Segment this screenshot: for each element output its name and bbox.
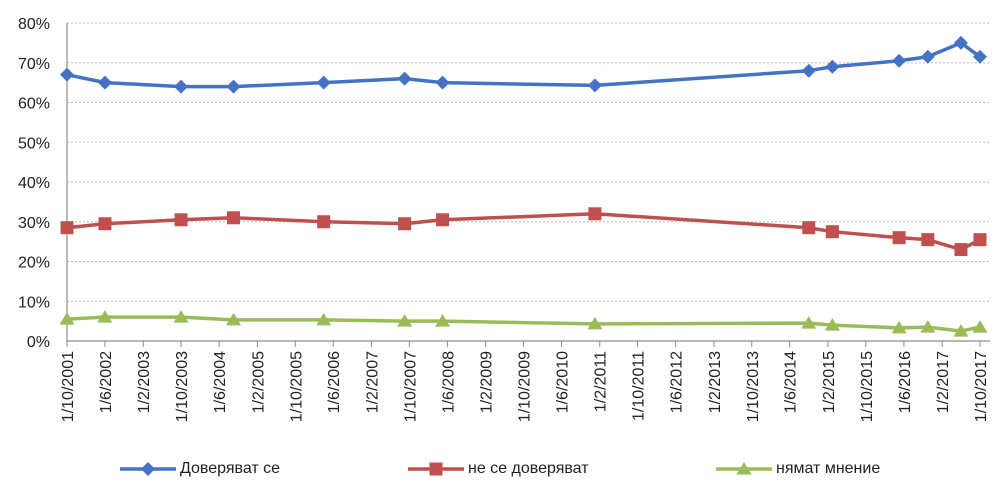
diamond-series-point xyxy=(435,75,450,90)
triangle-series-point xyxy=(173,310,189,323)
triangle-series-point xyxy=(397,314,413,327)
legend-swatch xyxy=(408,462,464,476)
square-series-point xyxy=(588,207,602,221)
diamond-series-point xyxy=(892,53,907,68)
legend-item: не се доверяват xyxy=(408,455,589,483)
legend-label: не се доверяват xyxy=(468,460,589,477)
x-tick-label: 1/2/2017 xyxy=(935,351,952,413)
x-tick-label: 1/10/2005 xyxy=(288,351,305,422)
square-series-point xyxy=(954,243,968,257)
diamond-series-point xyxy=(60,67,74,82)
triangle-series-point xyxy=(891,320,907,334)
legend: Доверяват се не се доверяват нямат мнение xyxy=(0,455,992,483)
legend-item: Доверяват се xyxy=(120,455,280,483)
triangle-series-point xyxy=(97,310,113,323)
square-series-point xyxy=(825,225,839,239)
x-tick-label: 1/6/2012 xyxy=(669,351,686,413)
triangle-series-point xyxy=(435,314,451,327)
square-series-point xyxy=(802,221,816,235)
diamond-series-point xyxy=(97,75,112,90)
x-tick-label: 1/2/2013 xyxy=(707,351,724,413)
diamond-series-point xyxy=(920,49,935,64)
square-series-point xyxy=(227,211,241,225)
y-tick-label: 50% xyxy=(18,135,50,152)
x-tick-label: 1/10/2007 xyxy=(402,351,419,422)
x-tick-label: 1/10/2015 xyxy=(859,351,876,422)
x-tick-label: 1/2/2015 xyxy=(821,351,838,413)
x-tick-label: 1/10/2011 xyxy=(631,351,648,421)
x-tick-label: 1/2/2009 xyxy=(479,351,496,413)
legend-swatch xyxy=(120,462,176,476)
diamond-series-line xyxy=(66,41,982,89)
triangle-series-point xyxy=(824,318,840,331)
square-series-point xyxy=(892,231,906,245)
triangle-series-point xyxy=(587,316,603,330)
x-tick-label: 1/6/2006 xyxy=(326,351,343,413)
diamond-series-point xyxy=(587,78,602,93)
diamond-series-point xyxy=(397,71,412,86)
square-series-point xyxy=(398,217,412,231)
x-tick-label: 1/2/2005 xyxy=(250,351,267,413)
diamond-series-point xyxy=(825,59,840,74)
legend-item: нямат мнение xyxy=(716,455,880,483)
triangle-series-point xyxy=(226,312,242,326)
y-tick-label: 20% xyxy=(18,255,50,272)
x-tick-label: 1/6/2014 xyxy=(783,351,800,413)
diamond-series-point xyxy=(973,49,987,64)
y-tick-label: 10% xyxy=(18,294,50,311)
square-series-point xyxy=(921,233,935,247)
x-tick-label: 1/6/2002 xyxy=(98,351,115,413)
x-tick-label: 1/6/2004 xyxy=(212,351,229,413)
triangle-series-point xyxy=(316,312,332,326)
square-series-point xyxy=(60,221,74,235)
square-series-point xyxy=(174,213,188,227)
y-tick-label: 30% xyxy=(18,215,50,232)
y-tick-label: 60% xyxy=(18,96,50,113)
y-tick-label: 40% xyxy=(18,175,50,192)
square-series-point xyxy=(436,213,450,227)
legend-swatch xyxy=(716,462,772,475)
x-tick-label: 1/6/2016 xyxy=(897,351,914,413)
diamond-series-point xyxy=(174,79,189,94)
y-tick-label: 80% xyxy=(18,16,50,33)
y-tick-label: 0% xyxy=(27,334,50,351)
legend-label: Доверяват се xyxy=(180,460,281,477)
x-tick-label: 1/6/2010 xyxy=(554,351,571,413)
square-series-point xyxy=(973,233,987,247)
line-chart: 0% 10% 20% 30% 40% 50% 60% 70% 80% 1/10/2001 1/6/2… xyxy=(18,16,990,422)
x-tick-label: 1/10/2003 xyxy=(174,351,191,422)
x-tick-label: 1/10/2017 xyxy=(973,351,990,422)
legend-label: нямат мнение xyxy=(776,460,881,477)
x-tick-label: 1/2/2003 xyxy=(136,351,153,413)
diamond-series-point xyxy=(316,75,331,90)
triangle-series-point xyxy=(920,320,936,333)
square-series-point xyxy=(98,217,112,231)
triangle-series-point xyxy=(972,320,988,333)
triangle-series-point xyxy=(801,316,817,329)
diamond-series-point xyxy=(953,35,968,50)
x-tick-label: 1/10/2013 xyxy=(745,351,762,422)
x-tick-label: 1/10/2001 xyxy=(60,351,77,422)
triangle-series-point xyxy=(59,312,75,325)
x-tick-label: 1/2/2007 xyxy=(364,351,381,413)
y-tick-label: 70% xyxy=(18,56,50,73)
x-tick-label: 1/10/2009 xyxy=(517,351,534,422)
square-series-point xyxy=(317,215,331,229)
diamond-series-point xyxy=(801,63,816,78)
triangle-series-point xyxy=(953,324,969,337)
triangle-series-line xyxy=(66,315,981,333)
x-tick-label: 1/2/2011 xyxy=(593,351,610,412)
diamond-series-point xyxy=(226,79,241,94)
x-tick-label: 1/6/2008 xyxy=(440,351,457,413)
square-series-line xyxy=(66,212,981,252)
